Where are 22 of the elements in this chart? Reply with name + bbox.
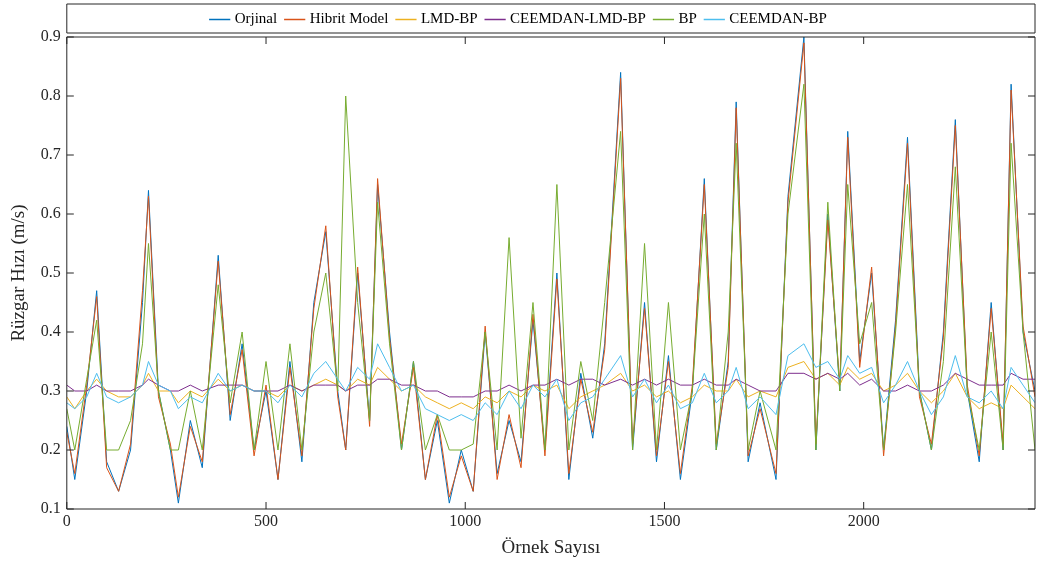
y-tick-label: 0.5 [40, 263, 61, 281]
y-tick-label: 0.2 [40, 440, 61, 458]
legend-label: Hibrit Model [309, 10, 389, 27]
legend-label: CEEMDAN-LMD-BP [510, 10, 646, 27]
x-tick-label: 0 [62, 511, 71, 529]
x-tick-label: 2000 [847, 511, 880, 529]
y-tick-label: 0.7 [40, 145, 61, 163]
legend-label: Orjinal [234, 10, 278, 27]
x-tick-label: 1000 [449, 511, 482, 529]
y-axis-title: Rüzgar Hızı (m/s) [7, 204, 30, 342]
legend-label: LMD-BP [420, 10, 478, 27]
y-tick-label: 0.9 [40, 27, 61, 45]
x-tick-label: 500 [254, 511, 279, 529]
y-tick-label: 0.8 [40, 86, 61, 104]
y-tick-label: 0.4 [40, 322, 61, 340]
y-tick-label: 0.3 [40, 381, 61, 399]
y-tick-label: 0.6 [40, 204, 61, 222]
legend-label: CEEMDAN-BP [729, 10, 827, 27]
x-axis-title: Örnek Sayısı [501, 535, 601, 557]
x-tick-label: 1500 [648, 511, 681, 529]
y-tick-label: 0.1 [40, 499, 61, 517]
legend-label: BP [678, 10, 697, 27]
